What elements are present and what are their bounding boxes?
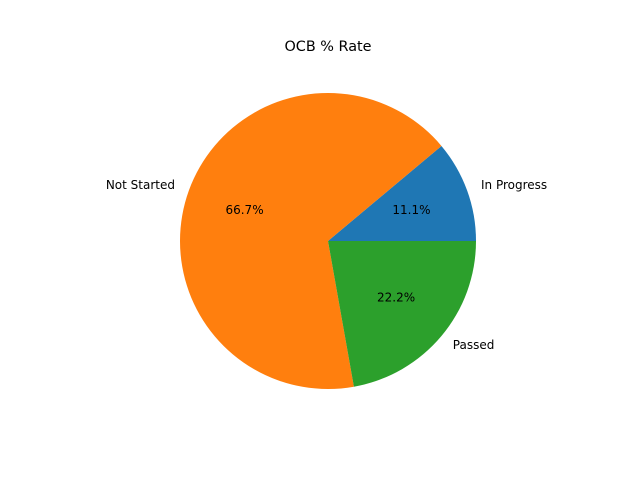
pie-slice-in-progress xyxy=(328,145,476,241)
pie-label-not-started: Not Started xyxy=(106,178,175,192)
pie-slice-not-started xyxy=(180,93,442,390)
pie-labels: In Progress 11.1% Not Started 66.7% Passed 22… xyxy=(106,178,547,352)
pie-pct-not-started: 66.7% xyxy=(225,203,263,217)
pie-pct-passed: 22.2% xyxy=(377,291,415,305)
pie-pct-in-progress: 11.1% xyxy=(392,203,430,217)
pie-label-passed: Passed xyxy=(453,338,495,352)
pie-label-in-progress: In Progress xyxy=(481,178,547,192)
pie-slices xyxy=(180,93,476,390)
chart-title: OCB % Rate xyxy=(284,39,371,55)
pie-slice-passed xyxy=(328,241,476,387)
